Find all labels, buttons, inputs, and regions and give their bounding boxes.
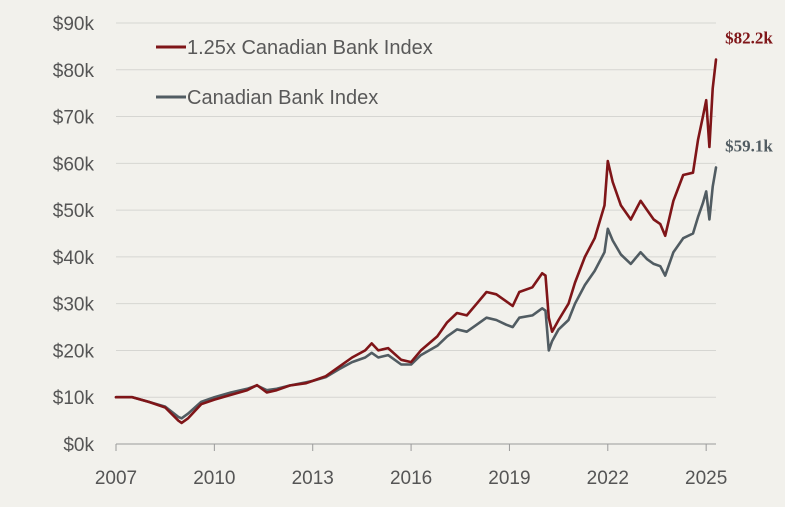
- end-labels: $82.2k $59.1k: [725, 28, 773, 155]
- legend: 1.25x Canadian Bank Index Canadian Bank I…: [156, 37, 433, 109]
- y-tick-label: $90k: [53, 14, 95, 35]
- x-tick-label: 2016: [390, 468, 432, 489]
- x-tick-label: 2010: [193, 468, 235, 489]
- y-tick-label: $80k: [53, 61, 95, 82]
- x-tick-label: 2007: [95, 468, 137, 489]
- leveraged-index-line: [114, 58, 718, 425]
- y-tick-label: $50k: [53, 201, 95, 222]
- x-tick-label: 2022: [587, 468, 629, 489]
- y-tick-label: $10k: [53, 388, 95, 409]
- x-tick-label: 2019: [488, 468, 530, 489]
- x-axis: 2007 2010 2013 2016 2019 2022 2025: [95, 443, 727, 489]
- y-tick-label: $60k: [53, 154, 95, 175]
- gridlines: [116, 22, 716, 398]
- y-tick-label: $30k: [53, 295, 95, 316]
- y-tick-label: $70k: [53, 108, 95, 129]
- legend-label: 1.25x Canadian Bank Index: [187, 37, 433, 59]
- y-tick-label: $40k: [53, 248, 95, 269]
- series-lines: [114, 58, 718, 425]
- y-tick-label: $20k: [53, 341, 95, 362]
- x-tick-label: 2025: [685, 468, 727, 489]
- bank-index-end-label: $59.1k: [725, 137, 773, 156]
- x-tick-label: 2013: [292, 468, 334, 489]
- legend-label: Canadian Bank Index: [187, 87, 378, 109]
- y-tick-label: $0k: [63, 435, 94, 456]
- leveraged-end-label: $82.2k: [725, 28, 773, 47]
- y-axis-tick-labels: $0k $10k $20k $30k $40k $50k $60k $70k $80k $90k: [53, 14, 95, 456]
